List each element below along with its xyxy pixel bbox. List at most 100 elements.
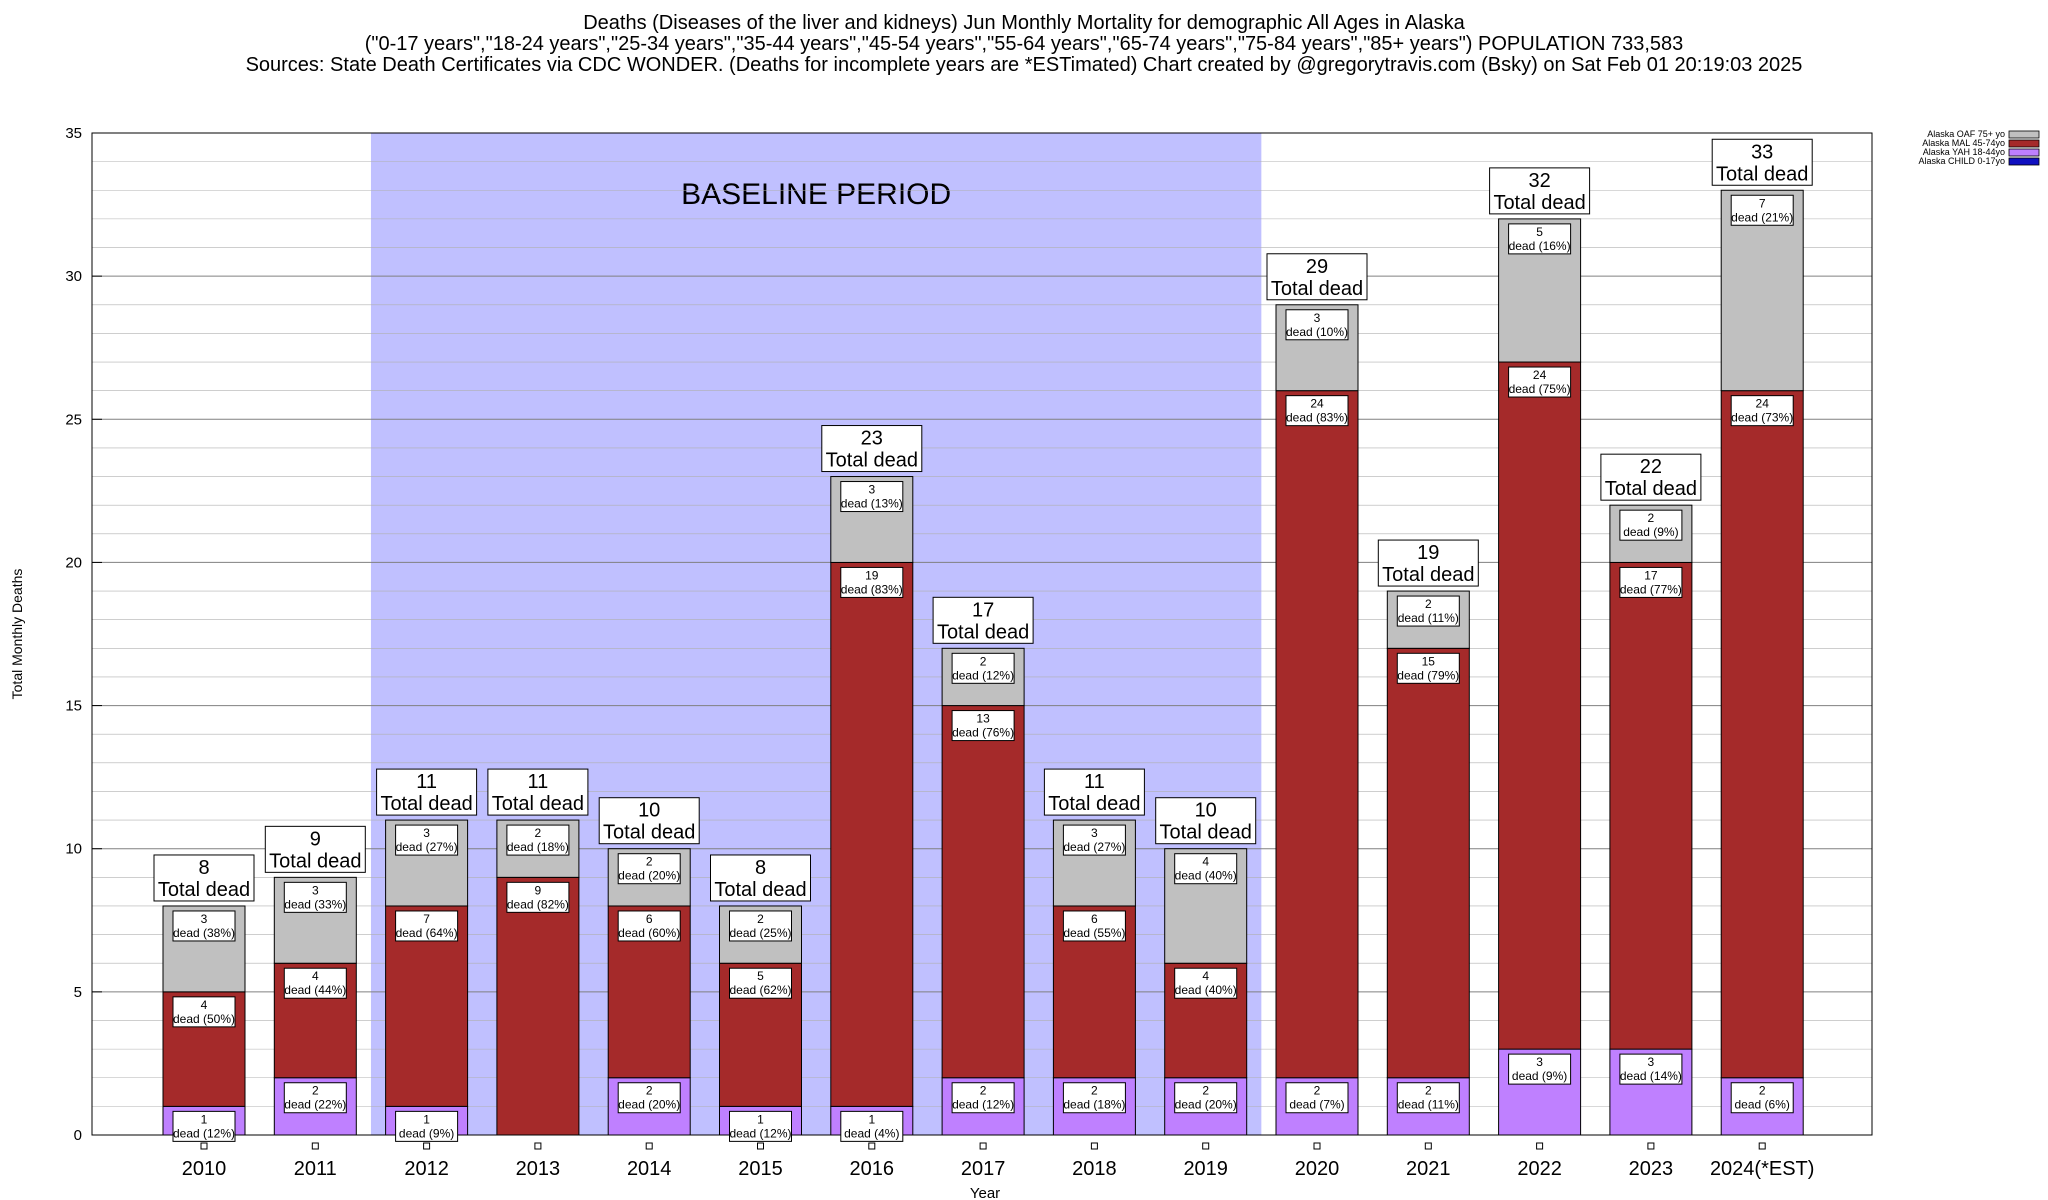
segment-label-box	[172, 910, 236, 942]
segment-label-box	[283, 881, 347, 913]
legend-label: Alaska OAF 75+ yo	[1927, 129, 2005, 139]
total-label-box	[710, 854, 811, 902]
segment-count-label: 24	[1310, 397, 1324, 411]
segment-percent-label: dead (50%)	[173, 1012, 235, 1026]
total-count-label: 19	[1417, 542, 1439, 564]
segment-count-label: 2	[646, 1084, 653, 1098]
segment-percent-label: dead (16%)	[1509, 239, 1571, 253]
segment-percent-label: dead (38%)	[173, 926, 235, 940]
segment-count-label: 1	[757, 1112, 764, 1126]
legend-swatch	[2008, 157, 2040, 166]
segment-label-box	[1285, 1082, 1349, 1114]
total-dead-label: Total dead	[1271, 278, 1363, 300]
segment-percent-label: dead (9%)	[1512, 1069, 1567, 1083]
segment-count-label: 3	[1648, 1055, 1655, 1069]
segment-percent-label: dead (40%)	[1175, 869, 1237, 883]
total-label-box	[821, 425, 923, 473]
segment-label-box	[395, 910, 459, 942]
segment-percent-label: dead (33%)	[284, 897, 346, 911]
legend-swatch	[2008, 148, 2040, 157]
total-count-label: 22	[1640, 456, 1662, 478]
segment-percent-label: dead (6%)	[1735, 1098, 1790, 1112]
baseline-period-label: BASELINE PERIOD	[681, 178, 951, 211]
chart-sources: Sources: State Death Certificates via CD…	[245, 54, 1803, 76]
segment-label-box	[1619, 1053, 1683, 1085]
segment-label-box	[1396, 1082, 1460, 1114]
segment-percent-label: dead (83%)	[841, 582, 903, 596]
x-tick-label: 2019	[1183, 1158, 1228, 1180]
segment-label-box	[617, 910, 681, 942]
segment-percent-label: dead (12%)	[952, 1098, 1014, 1112]
bar-segment	[1275, 390, 1359, 1079]
total-label-box	[1711, 138, 1813, 186]
segment-count-label: 15	[1422, 654, 1436, 668]
segment-count-label: 2	[980, 654, 987, 668]
x-tick-label: 2020	[1295, 1158, 1340, 1180]
child-series-marker	[757, 1142, 764, 1150]
segment-percent-label: dead (76%)	[952, 726, 1014, 740]
segment-percent-label: dead (11%)	[1398, 611, 1459, 625]
legend-swatch	[2008, 130, 2040, 139]
child-series-marker	[200, 1142, 208, 1150]
segment-percent-label: dead (60%)	[618, 926, 680, 940]
total-dead-label: Total dead	[603, 822, 695, 844]
segment-percent-label: dead (44%)	[284, 983, 346, 997]
segment-count-label: 6	[1091, 912, 1098, 926]
segment-label-box	[1285, 309, 1349, 341]
segment-label-box	[506, 824, 570, 856]
x-tick-label: 2011	[294, 1158, 337, 1180]
segment-label-box	[172, 996, 236, 1028]
bar-segment	[941, 705, 1025, 1079]
total-label-box	[1266, 253, 1368, 301]
segment-label-box	[951, 1082, 1015, 1114]
segment-label-box	[729, 967, 792, 999]
segment-count-label: 1	[423, 1112, 430, 1126]
segment-count-label: 6	[646, 912, 653, 926]
segment-count-label: 7	[1759, 196, 1766, 210]
segment-label-box	[840, 481, 904, 513]
segment-count-label: 2	[646, 855, 653, 869]
y-tick-label: 0	[74, 1127, 82, 1144]
child-series-marker	[1090, 1142, 1098, 1150]
segment-count-label: 3	[1314, 311, 1321, 325]
bar-segment	[1720, 390, 1804, 1079]
total-dead-label: Total dead	[1716, 163, 1808, 185]
legend-swatch	[2008, 139, 2040, 148]
total-dead-label: Total dead	[380, 793, 472, 815]
segment-count-label: 2	[757, 912, 764, 926]
x-tick-label: 2022	[1517, 1158, 1562, 1180]
segment-count-label: 2	[1425, 1084, 1432, 1098]
y-tick-label: 35	[65, 125, 82, 142]
chart-subtitle: ("0-17 years","18-24 years","25-34 years…	[364, 33, 1684, 55]
segment-label-box	[617, 853, 681, 885]
segment-count-label: 4	[201, 998, 208, 1012]
x-tick-label: 2024(*EST)	[1710, 1158, 1815, 1180]
segment-percent-label: dead (77%)	[1620, 582, 1682, 596]
total-label-box	[264, 825, 366, 873]
segment-label-box	[1062, 1082, 1126, 1114]
total-label-box	[598, 797, 700, 845]
bar-segment	[496, 876, 580, 1136]
total-dead-label: Total dead	[714, 879, 806, 901]
segment-count-label: 3	[1536, 1055, 1543, 1069]
x-tick-label: 2015	[738, 1158, 783, 1180]
child-series-marker	[311, 1142, 319, 1150]
segment-count-label: 1	[868, 1112, 875, 1126]
segment-percent-label: dead (75%)	[1509, 382, 1571, 396]
segment-label-box	[172, 1110, 236, 1142]
total-label-box	[1377, 539, 1479, 587]
segment-percent-label: dead (12%)	[952, 668, 1014, 682]
total-label-box	[1155, 797, 1257, 845]
segment-label-box	[840, 1110, 904, 1142]
segment-percent-label: dead (13%)	[841, 497, 903, 511]
bar-segment	[1609, 561, 1693, 1050]
segment-percent-label: dead (9%)	[399, 1126, 454, 1140]
total-count-label: 9	[310, 828, 321, 850]
segment-label-box	[395, 824, 459, 856]
total-count-label: 33	[1751, 141, 1773, 163]
segment-count-label: 2	[1648, 511, 1655, 525]
segment-percent-label: dead (83%)	[1286, 411, 1348, 425]
segment-label-box	[1174, 1082, 1238, 1114]
chart-title: Deaths (Diseases of the liver and kidney…	[583, 12, 1465, 34]
segment-label-box	[1619, 509, 1683, 541]
